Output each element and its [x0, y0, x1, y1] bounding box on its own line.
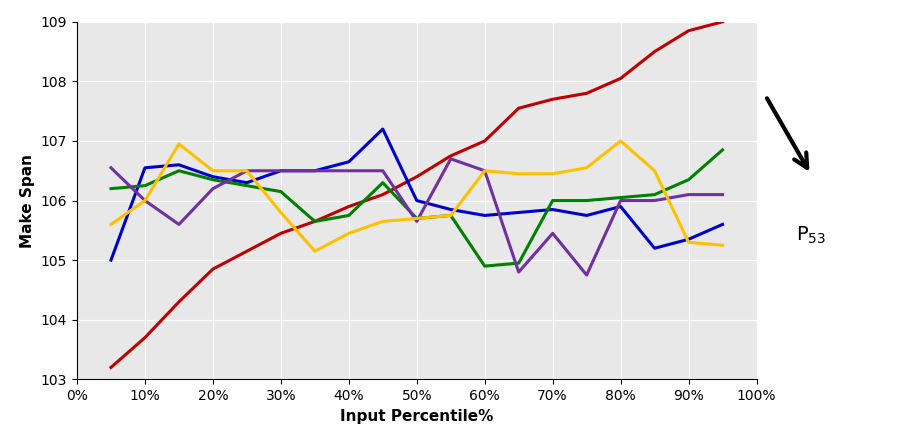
Y-axis label: Make Span: Make Span: [20, 153, 35, 248]
X-axis label: Input Percentile%: Input Percentile%: [340, 409, 494, 424]
Text: P$_{53}$: P$_{53}$: [795, 225, 826, 246]
